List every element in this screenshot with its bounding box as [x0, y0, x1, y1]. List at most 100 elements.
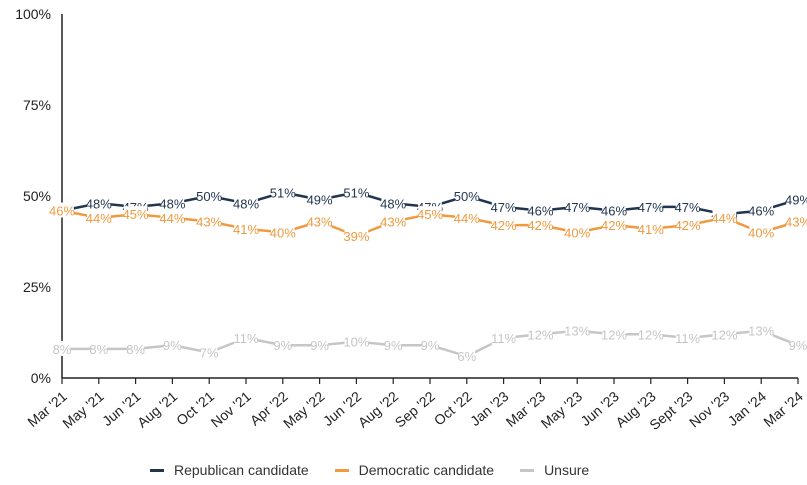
- data-label: 51%: [343, 185, 369, 200]
- data-label: 8%: [89, 342, 108, 357]
- data-label: 47%: [491, 200, 517, 215]
- x-tick-label: May '23: [538, 388, 586, 432]
- data-label-background: [307, 191, 332, 207]
- data-label-background: [307, 213, 332, 229]
- data-label-background: [421, 337, 439, 353]
- data-label: 48%: [380, 196, 406, 211]
- data-label: 39%: [343, 229, 369, 244]
- data-label: 9%: [273, 338, 292, 353]
- data-label: 44%: [454, 211, 480, 226]
- data-label-background: [234, 220, 258, 236]
- data-label-background: [602, 326, 626, 342]
- y-tick-label: 0%: [31, 370, 51, 386]
- data-label: 9%: [384, 338, 403, 353]
- data-label-background: [160, 209, 185, 225]
- data-label-background: [197, 188, 221, 203]
- x-tick-label: Mar '24: [760, 388, 806, 430]
- data-label-background: [234, 329, 258, 345]
- data-label: 9%: [421, 338, 440, 353]
- data-label: 40%: [748, 225, 774, 240]
- data-label: 13%: [564, 324, 590, 339]
- legend-label-democratic: Democratic candidate: [358, 462, 495, 478]
- data-label-background: [274, 337, 291, 353]
- x-tick-label: Oct '22: [431, 388, 475, 429]
- data-label-background: [712, 209, 737, 225]
- data-label: 48%: [233, 196, 259, 211]
- data-label-background: [123, 206, 148, 222]
- data-label-background: [786, 213, 807, 229]
- data-label: 44%: [711, 211, 737, 226]
- data-label: 43%: [307, 214, 333, 229]
- data-label-background: [565, 224, 589, 240]
- data-label-background: [271, 184, 295, 200]
- data-label: 45%: [123, 207, 149, 222]
- data-label: 8%: [126, 342, 145, 357]
- data-label-background: [381, 195, 405, 211]
- data-label-background: [528, 202, 553, 218]
- y-tick-label: 75%: [23, 97, 51, 113]
- data-label-background: [639, 198, 663, 214]
- data-label-background: [344, 184, 369, 200]
- data-label: 12%: [711, 327, 737, 342]
- y-tick-label: 25%: [23, 279, 51, 295]
- data-label-background: [87, 209, 111, 225]
- data-label: 48%: [86, 196, 112, 211]
- data-label: 46%: [49, 204, 75, 219]
- data-label-background: [565, 198, 589, 214]
- data-label: 43%: [196, 214, 222, 229]
- data-label-background: [675, 329, 700, 345]
- data-label-background: [50, 202, 74, 218]
- x-tick-label: Jan '23: [467, 388, 512, 429]
- data-label: 51%: [270, 185, 296, 200]
- data-label: 49%: [785, 193, 807, 208]
- legend: Republican candidate Democratic candidat…: [150, 462, 589, 478]
- y-tick-label: 100%: [15, 6, 51, 22]
- legend-item-unsure: Unsure: [520, 462, 589, 478]
- x-tick-label: Aug '22: [355, 388, 401, 431]
- data-label-background: [639, 326, 663, 342]
- data-label: 40%: [564, 225, 590, 240]
- data-label-background: [197, 213, 221, 229]
- data-label: 46%: [527, 204, 553, 219]
- data-label-background: [344, 333, 369, 349]
- data-label-background: [528, 326, 553, 342]
- data-label-background: [528, 217, 553, 233]
- data-label-background: [458, 348, 475, 364]
- data-label: 43%: [380, 214, 406, 229]
- data-label-background: [164, 337, 181, 353]
- data-label: 47%: [675, 200, 701, 215]
- data-label: 48%: [159, 196, 185, 211]
- data-label-background: [491, 329, 516, 345]
- data-label: 9%: [789, 338, 807, 353]
- data-label-background: [749, 224, 773, 240]
- data-label-background: [381, 213, 405, 229]
- y-tick-label: 50%: [23, 188, 51, 204]
- legend-item-democratic: Democratic candidate: [334, 462, 495, 478]
- data-label: 44%: [86, 211, 112, 226]
- data-label-background: [789, 337, 807, 353]
- data-label-background: [271, 224, 295, 240]
- data-label-background: [160, 195, 185, 211]
- data-label: 6%: [457, 349, 476, 364]
- data-label-background: [749, 202, 773, 218]
- x-tick-label: Sep '22: [392, 388, 438, 431]
- data-label-background: [675, 217, 700, 233]
- data-label: 11%: [491, 331, 516, 346]
- data-label-background: [385, 337, 402, 353]
- data-label: 12%: [527, 327, 553, 342]
- data-label-background: [455, 188, 479, 203]
- x-tick-label: May '21: [59, 388, 107, 432]
- data-label-background: [675, 198, 700, 214]
- data-label-background: [455, 209, 479, 225]
- data-label-background: [90, 340, 107, 356]
- data-label: 50%: [196, 189, 222, 204]
- legend-item-republican: Republican candidate: [150, 462, 309, 478]
- legend-label-unsure: Unsure: [544, 462, 590, 478]
- x-tick-label: Nov '21: [208, 388, 254, 431]
- x-tick-label: May '22: [280, 388, 328, 432]
- data-label: 10%: [343, 335, 369, 350]
- data-label-background: [234, 195, 258, 211]
- x-tick-label: Jan '24: [725, 388, 770, 429]
- data-label-background: [786, 191, 807, 207]
- data-label: 9%: [310, 338, 329, 353]
